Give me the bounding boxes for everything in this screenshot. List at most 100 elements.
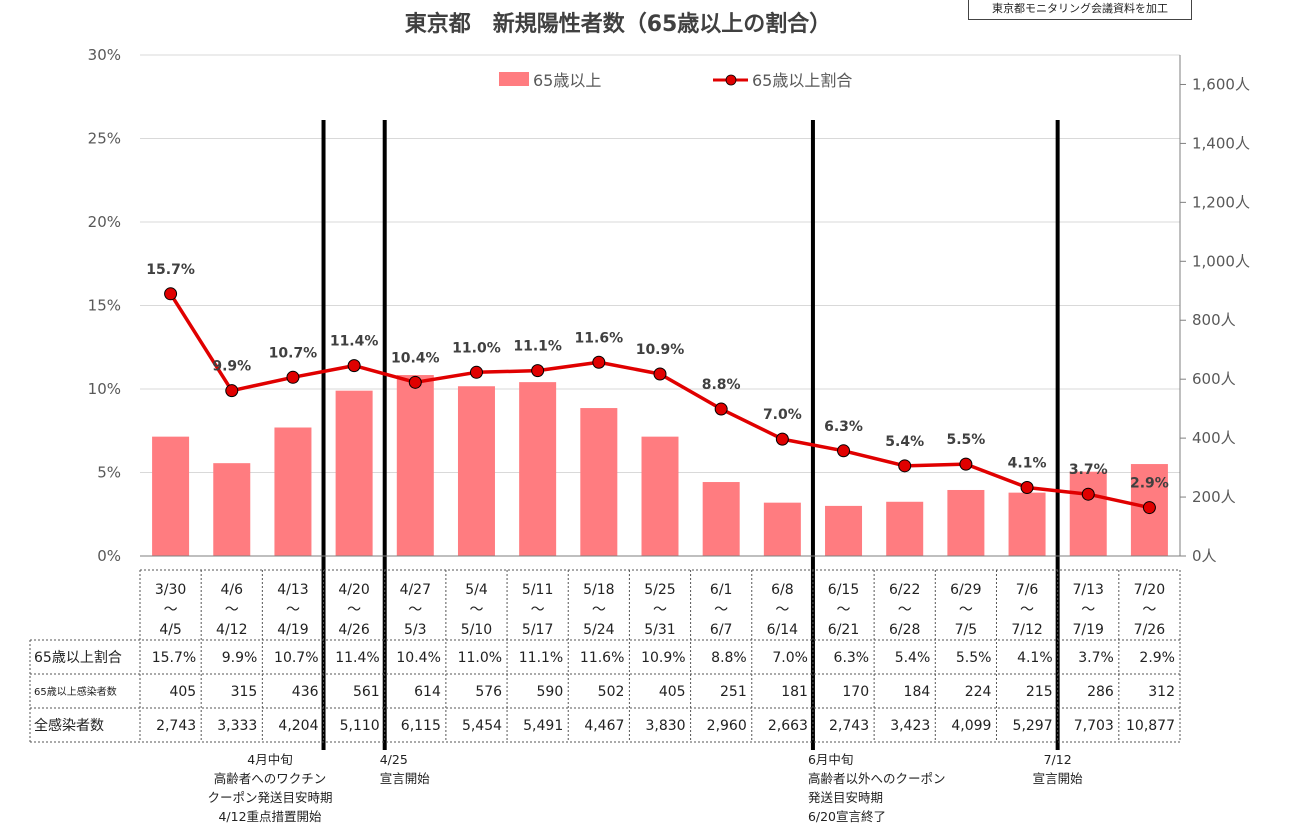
data-label: 10.4%	[391, 350, 440, 366]
data-label: 15.7%	[146, 262, 195, 278]
table-cell: 2,663	[768, 718, 808, 734]
data-label: 3.7%	[1069, 462, 1108, 478]
line-point	[592, 355, 606, 369]
data-label: 11.0%	[452, 340, 501, 356]
data-label: 9.9%	[212, 359, 251, 375]
table-cell: 170	[842, 684, 869, 700]
data-label: 6.3%	[824, 419, 863, 435]
right-tick-label: 1,000人	[1192, 252, 1250, 270]
category-start: 7/13	[1073, 582, 1104, 598]
annotation-text: 6月中旬	[808, 752, 853, 767]
right-tick-label: 1,400人	[1192, 134, 1250, 152]
category-sep: ～	[164, 602, 178, 618]
category-start: 5/25	[644, 582, 675, 598]
category-sep: ～	[653, 602, 667, 618]
table-cell: 6,115	[401, 718, 441, 734]
table-cell: 5,491	[523, 718, 563, 734]
data-label: 11.6%	[575, 330, 624, 346]
data-label: 8.8%	[702, 377, 741, 393]
category-start: 6/8	[771, 582, 794, 598]
chart-title: 東京都 新規陽性者数（65歳以上の割合）	[405, 11, 832, 37]
bar	[274, 427, 312, 556]
line-point	[898, 459, 912, 473]
table-cell: 15.7%	[152, 650, 196, 666]
annotation-text: 7/12	[1044, 752, 1072, 767]
annotation-text: 宣言開始	[1033, 771, 1084, 786]
bar	[702, 482, 740, 556]
left-tick-label: 10%	[88, 380, 121, 398]
left-tick-label: 25%	[88, 130, 121, 148]
category-start: 3/30	[155, 582, 186, 598]
event-dividers	[321, 120, 1060, 750]
line-point	[408, 375, 422, 389]
data-label: 10.7%	[269, 345, 318, 361]
data-label: 11.4%	[330, 334, 379, 350]
table-cell: 10.4%	[396, 650, 440, 666]
line-point	[1142, 501, 1156, 515]
category-start: 6/29	[950, 582, 981, 598]
table-cell: 3,333	[217, 718, 257, 734]
annotation-text: 4/25	[380, 752, 408, 767]
line-point	[531, 364, 545, 378]
bar	[1008, 492, 1046, 556]
bar	[763, 502, 801, 556]
category-end: 7/12	[1011, 622, 1042, 638]
annotation-text: 発送目安時期	[808, 790, 883, 805]
table-cell: 312	[1148, 684, 1175, 700]
category-end: 5/24	[583, 622, 615, 638]
table-cell: 4,204	[278, 718, 318, 734]
table-cell: 5,110	[340, 718, 380, 734]
legend-bar-swatch	[499, 72, 529, 86]
category-end: 5/31	[644, 622, 675, 638]
line-point	[653, 367, 667, 381]
right-tick-label: 600人	[1192, 370, 1236, 388]
bar-series	[152, 375, 1168, 556]
left-tick-label: 5%	[97, 464, 121, 482]
table-cell: 5,297	[1013, 718, 1053, 734]
category-end: 7/26	[1134, 622, 1166, 638]
data-label: 5.4%	[885, 434, 924, 450]
table-cell: 6.3%	[834, 650, 870, 666]
legend-line-label: 65歳以上割合	[752, 71, 852, 90]
table-cell: 576	[475, 684, 502, 700]
table-cell: 4,099	[951, 718, 991, 734]
table-cell: 3,830	[645, 718, 685, 734]
table-cell: 436	[292, 684, 319, 700]
table-cell: 2,743	[156, 718, 196, 734]
table-cell: 10,877	[1126, 718, 1175, 734]
bar	[886, 501, 924, 556]
category-sep: ～	[898, 602, 912, 618]
source-note: 東京都モニタリング会議資料を加工	[968, 0, 1192, 20]
category-start: 5/18	[583, 582, 614, 598]
table-cell: 2,743	[829, 718, 869, 734]
line-point	[225, 384, 239, 398]
category-start: 6/15	[828, 582, 859, 598]
annotation-text: 宣言開始	[380, 771, 431, 786]
data-label: 4.1%	[1008, 456, 1047, 472]
table-cell: 2,960	[707, 718, 747, 734]
table-cell: 215	[1026, 684, 1053, 700]
right-tick-label: 0人	[1192, 547, 1217, 565]
line-point	[1081, 487, 1095, 501]
right-tick-label: 200人	[1192, 488, 1236, 506]
table-cell: 3,423	[890, 718, 930, 734]
category-end: 5/10	[461, 622, 492, 638]
table-cell: 181	[781, 684, 808, 700]
table-cell: 4,467	[584, 718, 624, 734]
annotation-text: クーポン発送目安時期	[207, 790, 332, 805]
table-cell: 5.5%	[956, 650, 992, 666]
table-row-header: 65歳以上割合	[34, 649, 122, 666]
category-sep: ～	[714, 602, 728, 618]
table-cell: 11.6%	[580, 650, 624, 666]
line-point	[959, 457, 973, 471]
category-sep: ～	[347, 602, 361, 618]
line-point	[775, 432, 789, 446]
bar	[335, 390, 373, 556]
right-tick-label: 400人	[1192, 429, 1236, 447]
category-end: 4/12	[216, 622, 247, 638]
table-cell: 184	[904, 684, 931, 700]
bar	[825, 505, 863, 556]
line-point	[469, 365, 483, 379]
left-tick-label: 0%	[97, 547, 121, 565]
